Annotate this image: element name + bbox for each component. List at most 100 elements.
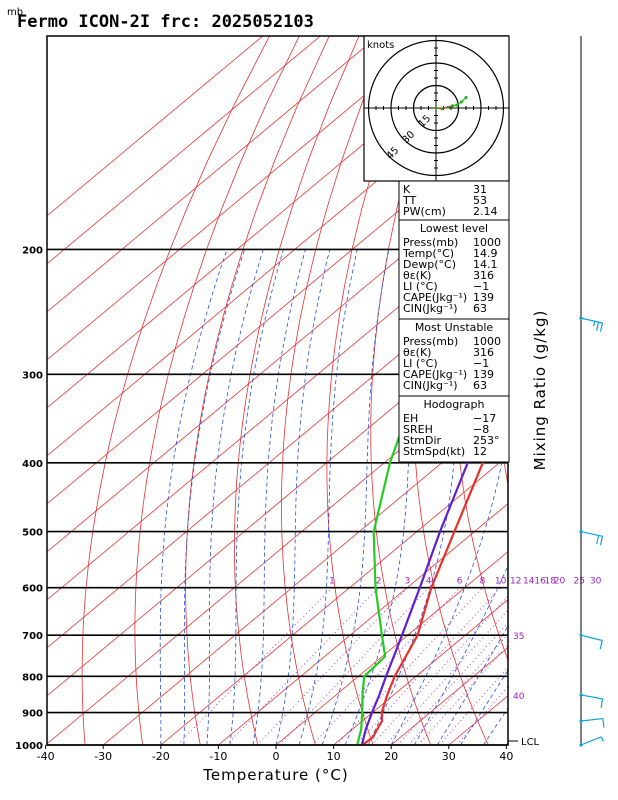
- isotherm-line: [47, 167, 508, 553]
- hodograph-indices-label: StmDir: [403, 434, 442, 447]
- moist-adiabat-line: [298, 249, 358, 745]
- mixing-ratio-line: [312, 587, 461, 745]
- wind-barb-staff: [580, 317, 603, 324]
- dewpoint-profile: [356, 329, 441, 745]
- dry-adiabat-line: [234, 36, 360, 745]
- wind-barb-flag: [600, 698, 604, 708]
- hodograph-indices-value: −8: [473, 423, 489, 436]
- temperature-tick-label: 40: [499, 750, 513, 763]
- wind-barb-staff: [580, 717, 603, 722]
- isotherm-line: [47, 263, 508, 649]
- hodograph-point: [434, 106, 438, 110]
- isotherm-line: [218, 503, 508, 745]
- hodograph-point: [440, 107, 444, 111]
- mixing-ratio-line: [226, 587, 379, 745]
- isotherm-line: [102, 407, 508, 745]
- lowest-level-label: CAPE(Jkg⁻¹): [403, 291, 467, 304]
- mixing-ratio-line: [336, 587, 483, 745]
- lowest-level-value: 316: [473, 269, 494, 282]
- theta-label: 40: [513, 692, 525, 702]
- hodograph-indices-value: 12: [473, 445, 487, 458]
- index-summary-value: 2.14: [473, 205, 498, 218]
- dry-adiabat-line: [370, 36, 449, 745]
- isotherm-line: [564, 36, 618, 745]
- hodograph-indices-value: 253°: [473, 434, 500, 447]
- temperature-tick-label: 10: [327, 750, 341, 763]
- mixing-ratio-label: 3: [405, 577, 411, 587]
- hodograph-indices-value: −17: [473, 412, 496, 425]
- mixing-ratio-line: [418, 643, 508, 745]
- wind-barb-staff: [580, 530, 603, 537]
- hodograph-point: [464, 96, 468, 99]
- theta-label: 35: [513, 632, 524, 642]
- sounding-profiles: [356, 329, 508, 745]
- most-unstable-label: LI (°C): [403, 357, 438, 370]
- hodograph-indices-title: Hodograph: [424, 398, 485, 411]
- most-unstable-value: 1000: [473, 335, 501, 348]
- most-unstable-value: −1: [473, 357, 489, 370]
- pressure-tick-label: 600: [22, 584, 43, 595]
- hodograph-point: [455, 103, 459, 107]
- moist-adiabat-line: [229, 249, 284, 745]
- mixing-ratio-line: [408, 633, 508, 745]
- hodograph-point: [446, 105, 450, 109]
- temperature-tick-label: -30: [94, 750, 112, 763]
- pressure-tick-labels: 200 300 400 500 600 700 800 900 1000: [15, 245, 43, 752]
- wind-barb-base: [579, 316, 583, 320]
- chart-title: Fermo ICON-2I frc: 2025052103: [17, 12, 314, 32]
- most-unstable-label: CAPE(Jkg⁻¹): [403, 368, 467, 381]
- temperature-tick-label: 30: [442, 750, 456, 763]
- isotherm-line: [160, 455, 508, 745]
- moist-adiabat-line: [206, 249, 264, 745]
- wind-barb-staff: [580, 694, 603, 700]
- pressure-tick-label: 700: [22, 631, 43, 642]
- mixing-ratio-line: [456, 685, 508, 745]
- pressure-tick-label: 400: [22, 459, 43, 470]
- isotherm-line: [47, 36, 436, 361]
- dry-adiabat-line: [281, 36, 390, 745]
- wind-barb-staff: [580, 634, 603, 642]
- mixing-ratio-label: 14: [523, 577, 535, 587]
- pressure-tick-label: 1000: [15, 741, 43, 752]
- wind-barb-half-flag: [600, 736, 604, 742]
- dry-adiabat-line: [81, 36, 270, 745]
- mixing-ratio-label: 18: [545, 577, 557, 587]
- lowest-level-label: LI (°C): [403, 280, 438, 293]
- mixing-ratio-label: 30: [590, 577, 602, 587]
- index-summary-label: PW(cm): [403, 205, 446, 218]
- wind-barb-flag: [602, 718, 605, 728]
- mixing-ratio-line: [355, 587, 501, 745]
- lowest-level-label: Press(mb): [403, 236, 458, 249]
- thermo-grid: [47, 36, 618, 745]
- pressure-tick-label: 300: [22, 370, 43, 381]
- most-unstable-value: 63: [473, 379, 487, 392]
- pressure-tick-label: 200: [22, 245, 43, 256]
- wind-barb-flag: [599, 640, 603, 650]
- mixing-ratio-label: 1: [329, 577, 335, 587]
- wind-barb-base: [579, 693, 583, 697]
- hodograph-unit-label: knots: [367, 40, 394, 51]
- mixing-ratio-label: 12: [510, 577, 521, 587]
- moist-adiabat-line: [459, 669, 508, 745]
- most-unstable-box: [398, 318, 510, 397]
- pressure-tick-label: 900: [22, 709, 43, 720]
- lowest-level-label: Temp(°C): [402, 247, 454, 260]
- moist-adiabat-line: [506, 741, 508, 745]
- index-summary-label: K: [403, 183, 411, 196]
- dry-adiabat-line: [134, 36, 300, 745]
- wind-barb-flag: [595, 321, 600, 332]
- most-unstable-label: θε(K): [403, 346, 431, 359]
- index-summary-value: 53: [473, 194, 487, 207]
- index-summary-box: [398, 180, 510, 221]
- isotherm-line: [47, 311, 508, 697]
- index-summary-value: 31: [473, 183, 487, 196]
- hodograph-indices-label: StmSpd(kt): [403, 445, 465, 458]
- lowest-level-label: Dewp(°C): [403, 258, 456, 271]
- lowest-level-value: 14.1: [473, 258, 498, 271]
- temperature-tick-labels: -40 -30 -20 -10 0 10 20 30 40: [37, 745, 513, 763]
- wind-barb-half-flag: [592, 321, 596, 327]
- moist-adiabat-line: [390, 419, 508, 745]
- mixing-ratio-label: 6: [457, 577, 463, 587]
